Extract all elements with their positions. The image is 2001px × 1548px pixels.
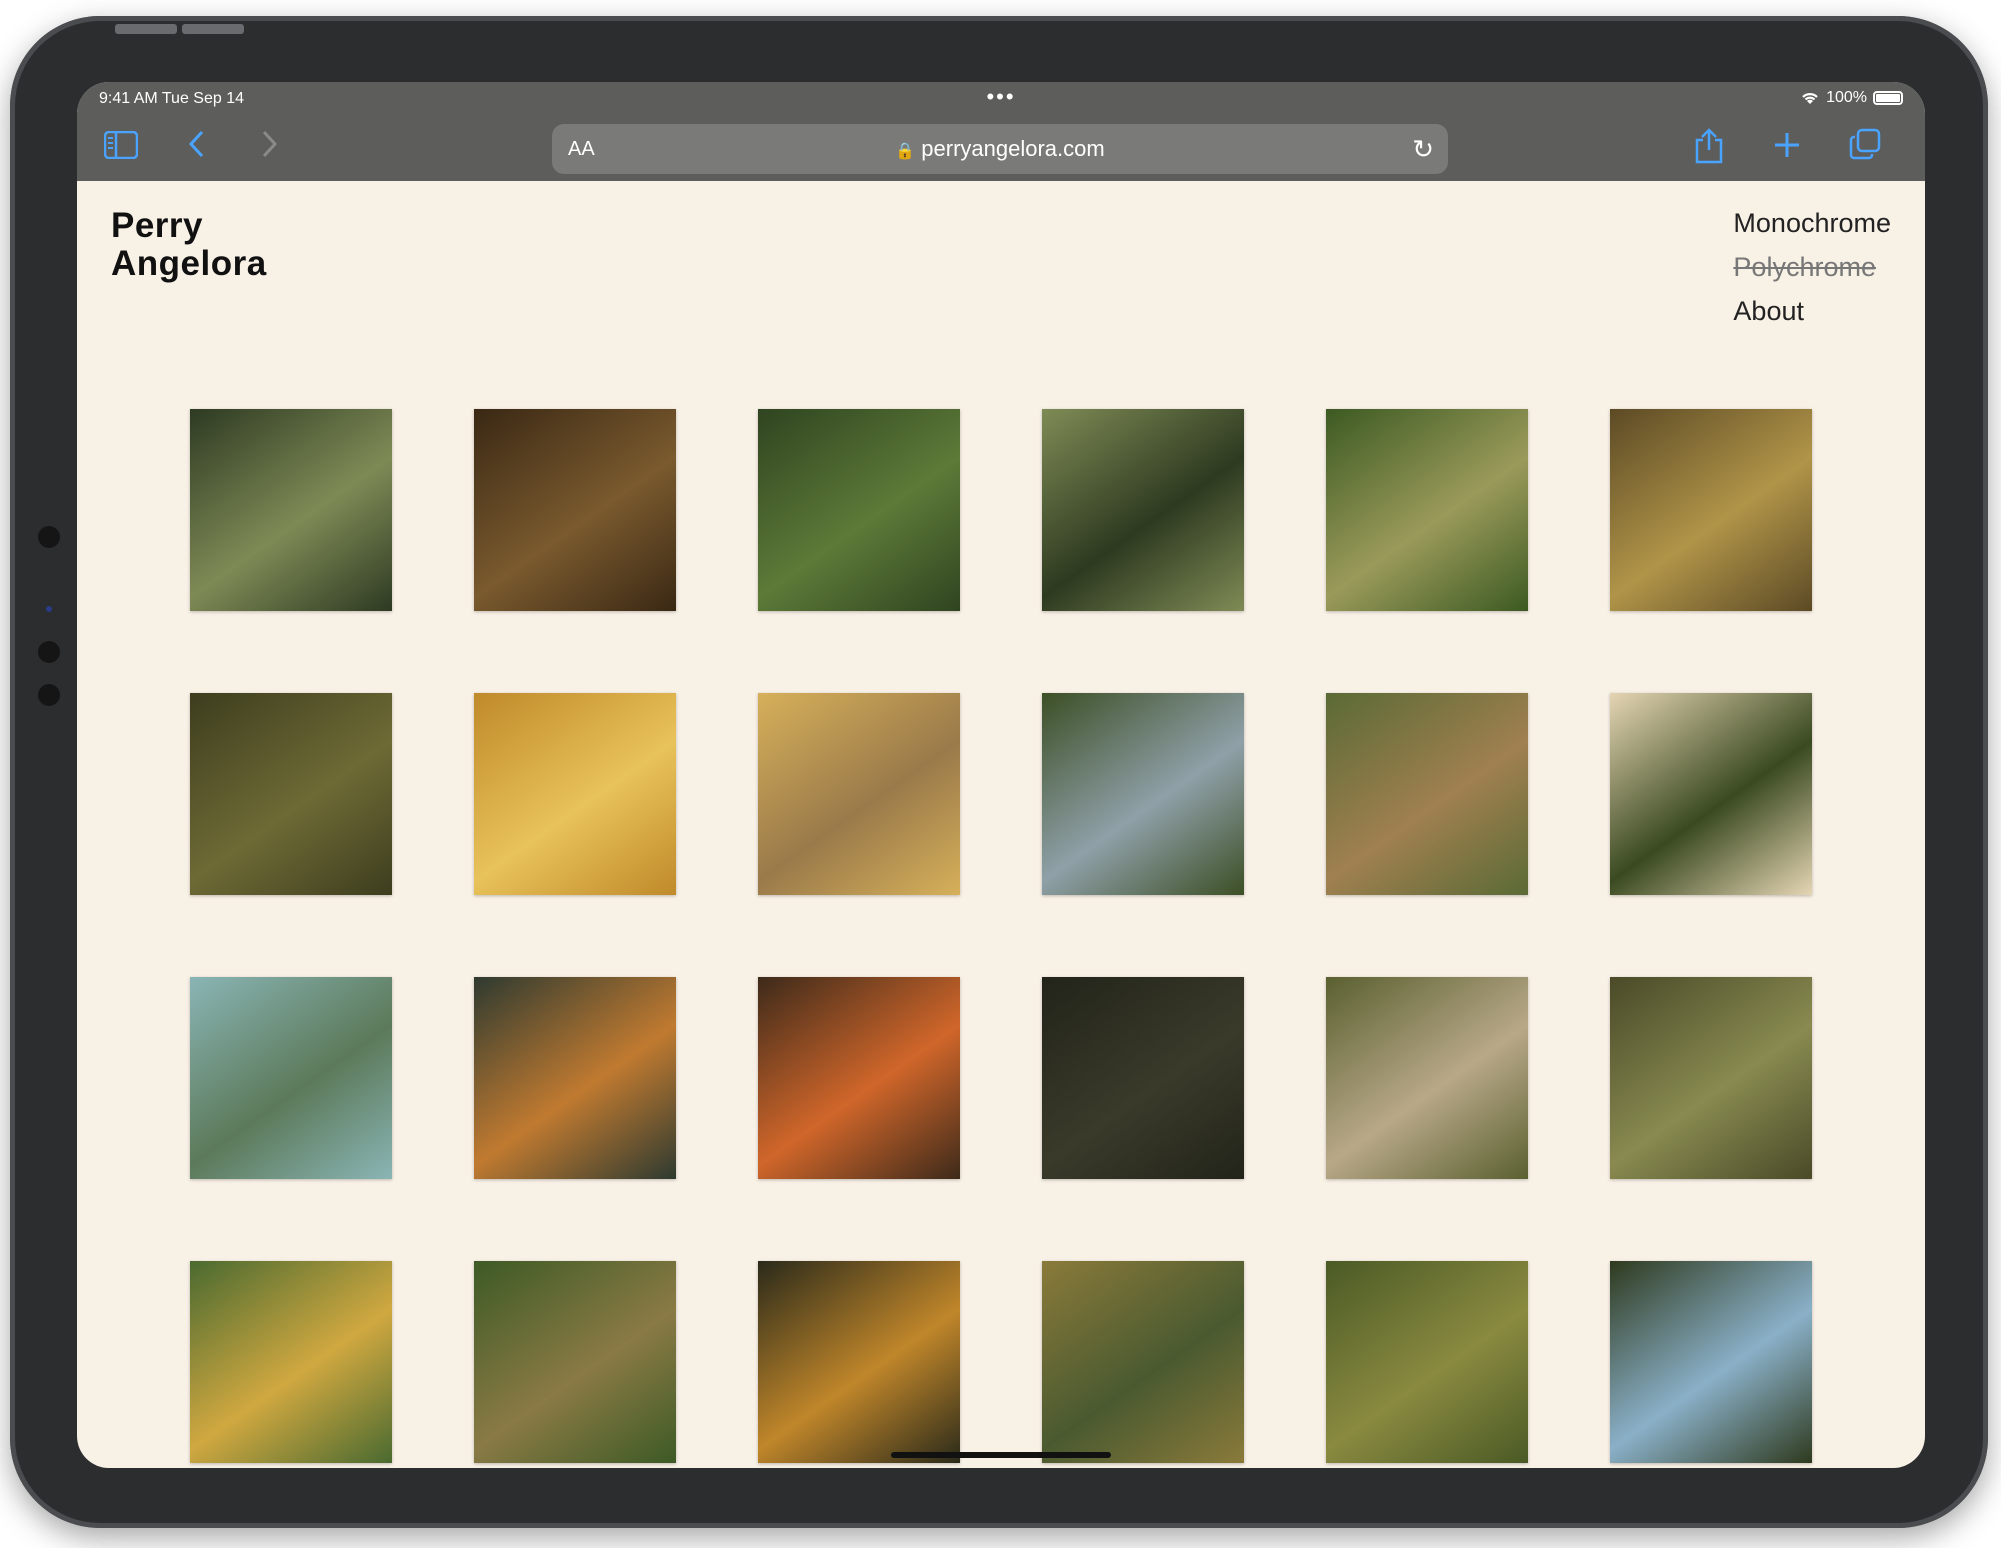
painting-thumbnail[interactable] (758, 409, 960, 611)
site-nav: Monochrome Polychrome About (1733, 201, 1891, 333)
nav-monochrome[interactable]: Monochrome (1733, 208, 1891, 238)
url-field[interactable]: 🔒 perryangelora.com (552, 136, 1448, 162)
painting-thumbnail[interactable] (1610, 977, 1812, 1179)
multitasking-dots-icon[interactable]: ••• (986, 84, 1016, 109)
painting-thumbnail[interactable] (1042, 409, 1244, 611)
painting-thumbnail[interactable] (474, 409, 676, 611)
browser-toolbar: AA 🔒 perryangelora.com ↻ (77, 118, 1925, 181)
painting-thumbnail[interactable] (474, 977, 676, 1179)
screen: 9:41 AM Tue Sep 14 ••• 100% AA 🔒 per (77, 82, 1925, 1468)
painting-thumbnail[interactable] (758, 693, 960, 895)
painting-thumbnail[interactable] (1326, 1261, 1528, 1463)
painting-thumbnail[interactable] (1610, 693, 1812, 895)
painting-thumbnail[interactable] (758, 977, 960, 1179)
reader-text-size-button[interactable]: AA (568, 138, 595, 160)
nav-about[interactable]: About (1733, 296, 1804, 326)
site-title[interactable]: Perry Angelora (111, 207, 267, 283)
painting-thumbnail[interactable] (190, 693, 392, 895)
status-right: 100% (1800, 89, 1903, 107)
battery-icon (1873, 91, 1903, 105)
painting-thumbnail[interactable] (1326, 409, 1528, 611)
home-indicator (891, 1452, 1111, 1458)
painting-thumbnail[interactable] (474, 693, 676, 895)
painting-thumbnail[interactable] (758, 1261, 960, 1463)
painting-thumbnail[interactable] (1042, 977, 1244, 1179)
back-chevron-icon[interactable] (177, 128, 217, 168)
nav-polychrome[interactable]: Polychrome (1733, 252, 1876, 282)
new-tab-plus-icon[interactable] (1767, 128, 1807, 168)
painting-thumbnail[interactable] (190, 1261, 392, 1463)
wifi-icon (1802, 93, 1818, 104)
camera-dot (38, 526, 60, 548)
status-time: 9:41 AM Tue Sep 14 (99, 90, 244, 107)
status-bar: 9:41 AM Tue Sep 14 ••• 100% (77, 82, 1925, 118)
volume-button (182, 24, 244, 34)
painting-thumbnail[interactable] (1326, 977, 1528, 1179)
site-title-line: Perry (111, 206, 204, 245)
painting-thumbnail[interactable] (1042, 693, 1244, 895)
website: Perry Angelora Monochrome Polychrome Abo… (77, 181, 1925, 1468)
volume-button (115, 24, 177, 34)
painting-thumbnail[interactable] (190, 977, 392, 1179)
sidebar-icon[interactable] (101, 128, 141, 168)
tabs-overview-icon[interactable] (1845, 128, 1885, 168)
painting-thumbnail[interactable] (1326, 693, 1528, 895)
painting-thumbnail[interactable] (1610, 409, 1812, 611)
painting-thumbnail[interactable] (190, 409, 392, 611)
sensor-dot (46, 606, 52, 612)
painting-thumbnail[interactable] (1042, 1261, 1244, 1463)
camera-dot (38, 684, 60, 706)
url-text: perryangelora.com (921, 136, 1105, 161)
painting-gallery (190, 409, 1812, 1463)
painting-thumbnail[interactable] (1610, 1261, 1812, 1463)
lock-icon: 🔒 (895, 143, 916, 160)
reload-icon[interactable]: ↻ (1412, 134, 1434, 164)
share-icon[interactable] (1689, 128, 1729, 168)
battery-percent: 100% (1826, 89, 1867, 106)
site-title-line: Angelora (111, 244, 267, 283)
address-bar[interactable]: AA 🔒 perryangelora.com ↻ (552, 124, 1448, 174)
forward-chevron-icon[interactable] (249, 128, 289, 168)
painting-thumbnail[interactable] (474, 1261, 676, 1463)
camera-dot (38, 641, 60, 663)
